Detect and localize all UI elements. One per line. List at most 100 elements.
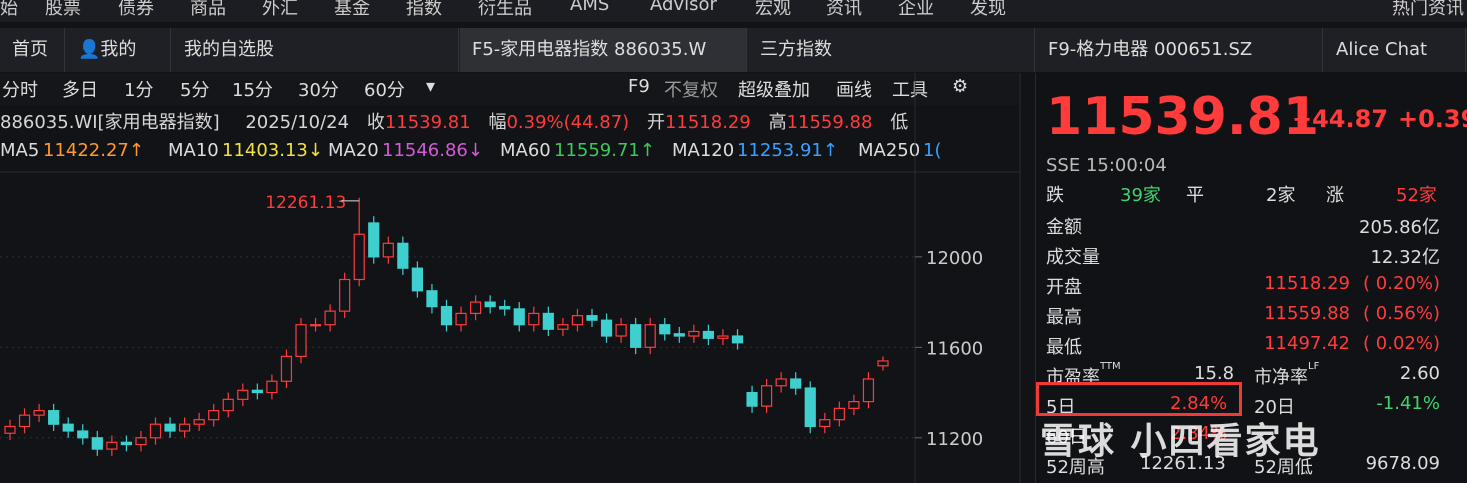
tab[interactable]: 👤我的 [66,28,171,72]
candle-body [77,430,89,439]
tab[interactable]: Alice Chat [1324,28,1466,72]
toolbar-button[interactable]: 不复权 [664,80,718,101]
candle-body [91,437,103,450]
toolbar-button[interactable]: 5分 [180,80,210,101]
ma-label: MA120 [672,140,735,161]
candle-body [862,378,875,403]
row-label: 最低 [1046,337,1082,358]
annotation: 12261.13 [265,193,346,213]
menu-item[interactable]: 宏观 [755,0,791,19]
candle-body [295,324,307,357]
toolbar-button[interactable]: 30分 [298,80,339,101]
menu-item[interactable]: 股票 [45,0,81,19]
candle-body [179,423,191,432]
menu-item[interactable]: 债券 [118,0,154,19]
toolbar-button[interactable]: 1分 [124,80,154,101]
row-pct: ( 0.02%) [1363,333,1440,354]
date: 2025/10/24 [245,112,350,133]
ma-label: MA60 [500,140,551,161]
ma-value: 11253.91↑ [737,140,838,161]
toolbar-button[interactable]: 画线 [836,80,872,101]
menu-item[interactable]: 外汇 [262,0,298,19]
exchange-time: SSE 15:00:04 [1046,155,1167,176]
candle-body [600,319,613,337]
row-pct: ( 0.56%) [1363,303,1440,324]
change-pct: +0.39 [1398,105,1467,133]
row-label: 开盘 [1046,277,1082,298]
candle-body [470,301,482,315]
candle-body [339,278,351,312]
label: 低 [890,112,909,133]
candle-body [615,324,627,337]
menu-item[interactable]: 资讯 [826,0,862,19]
candle-body [790,378,802,389]
value: 0.39%(44.87) [506,112,630,133]
row-value: 12261.13 [1140,453,1226,474]
tab[interactable]: 三方指数 [748,28,1035,72]
ma-value: 1( [923,140,942,161]
y-tick-label: 11600 [926,338,983,359]
label: 高 [768,112,787,133]
candle-body [804,387,816,428]
menu-item[interactable]: 指数 [406,0,442,19]
candle-body [222,398,234,412]
toolbar-button[interactable]: 工具 [892,80,928,101]
last-price: 11539.81 [1046,87,1320,147]
menu-item[interactable]: AMS [570,0,610,15]
candle-body [702,330,715,339]
toolbar-button[interactable]: 15分 [232,80,273,101]
row-value: 11559.88 [1264,303,1350,324]
ma-value: 11422.27↑ [43,140,144,161]
ma-value: 11559.71↑ [554,140,655,161]
row-value: 2.84% [1170,393,1228,414]
candle-body [499,306,511,310]
toolbar-button[interactable]: 超级叠加 [738,80,810,101]
menu-item[interactable]: 衍生品 [478,0,532,19]
candle-body [717,335,729,339]
candle-body [659,324,671,335]
highlight-box [1036,382,1242,416]
candle-body [455,312,467,326]
menu-item[interactable]: 企业 [898,0,934,19]
tab[interactable]: F9-格力电器 000651.SZ [1036,28,1323,72]
toolbar-button[interactable]: ⚙ [952,76,969,97]
menu-item[interactable]: 商品 [190,0,226,19]
value: 11539.81 [384,112,471,133]
toolbar-button[interactable]: 60分 [364,80,405,101]
breadth: 39家 [1120,185,1161,206]
candle-body [411,267,423,292]
value: 11518.29 [664,112,751,133]
candle-body [33,410,45,416]
tab[interactable]: F5-家用电器指数 886035.W [460,28,747,72]
row-value: 9678.09 [1365,453,1440,474]
toolbar-button[interactable]: 分时 [2,80,38,101]
candle-body [368,222,380,258]
row-value: -1.41% [1376,393,1440,414]
candle-body [877,360,889,367]
menu-item[interactable]: 热门资讯 [1392,0,1464,19]
candle-body [833,407,845,421]
candle-body [528,312,540,326]
candle-body [542,312,554,330]
tab[interactable]: 首页 [0,28,65,72]
candle-body [149,423,162,439]
candle-body [324,310,336,326]
candle-body [746,391,758,407]
label: 开 [646,112,665,133]
candle-body [513,308,525,326]
toolbar-button[interactable]: 多日 [62,80,98,101]
candle-body [426,290,438,308]
menu-item[interactable]: Advisor [650,0,717,15]
toolbar-button[interactable]: ▾ [426,76,436,97]
candle-body [440,306,453,326]
candle-body [644,324,656,348]
menu-item[interactable]: 始 [0,0,18,19]
candle-body [193,419,205,425]
menu-item[interactable]: 基金 [334,0,370,19]
candle-body [775,378,787,387]
menu-item[interactable]: 发现 [970,0,1006,19]
candle-body [120,441,133,446]
tab[interactable]: 我的自选股 [172,28,459,72]
toolbar-button[interactable]: F9 [628,76,650,97]
